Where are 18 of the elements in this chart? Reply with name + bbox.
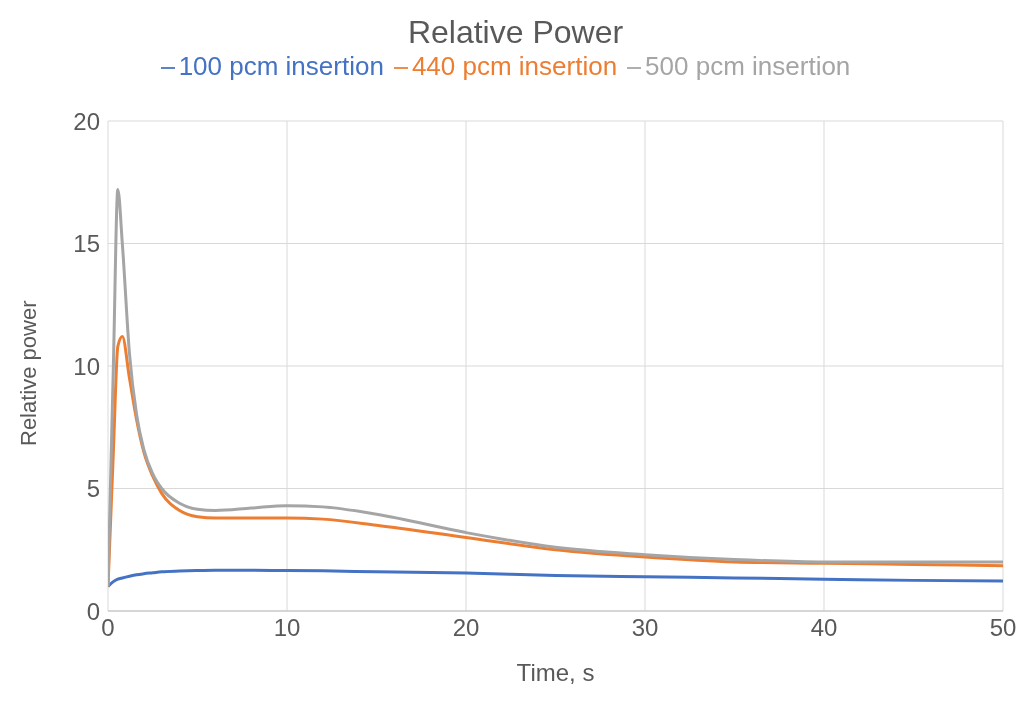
- line-series: [108, 188, 1003, 588]
- legend-label: 500 pcm insertion: [645, 51, 851, 81]
- legend-label: 440 pcm insertion: [411, 51, 618, 81]
- x-tick-label: 30: [631, 614, 659, 642]
- legend-label: 100 pcm insertion: [178, 51, 384, 81]
- x-tick-label: 40: [810, 614, 838, 642]
- x-tick-label: 20: [452, 614, 480, 642]
- y-tick-label: 20: [73, 107, 100, 135]
- y-tick-label: 10: [73, 352, 100, 380]
- line-series: [108, 568, 1003, 588]
- y-tick-label: 5: [86, 475, 100, 503]
- x-tick-label: 50: [989, 614, 1017, 642]
- y-tick-label: 0: [86, 597, 100, 625]
- y-axis-title: Relative power: [15, 300, 41, 446]
- chart-title: Relative Power: [406, 13, 625, 51]
- x-tick-label: 10: [273, 614, 301, 642]
- y-tick-label: 15: [73, 230, 100, 258]
- x-axis-title: Time, s: [516, 659, 595, 686]
